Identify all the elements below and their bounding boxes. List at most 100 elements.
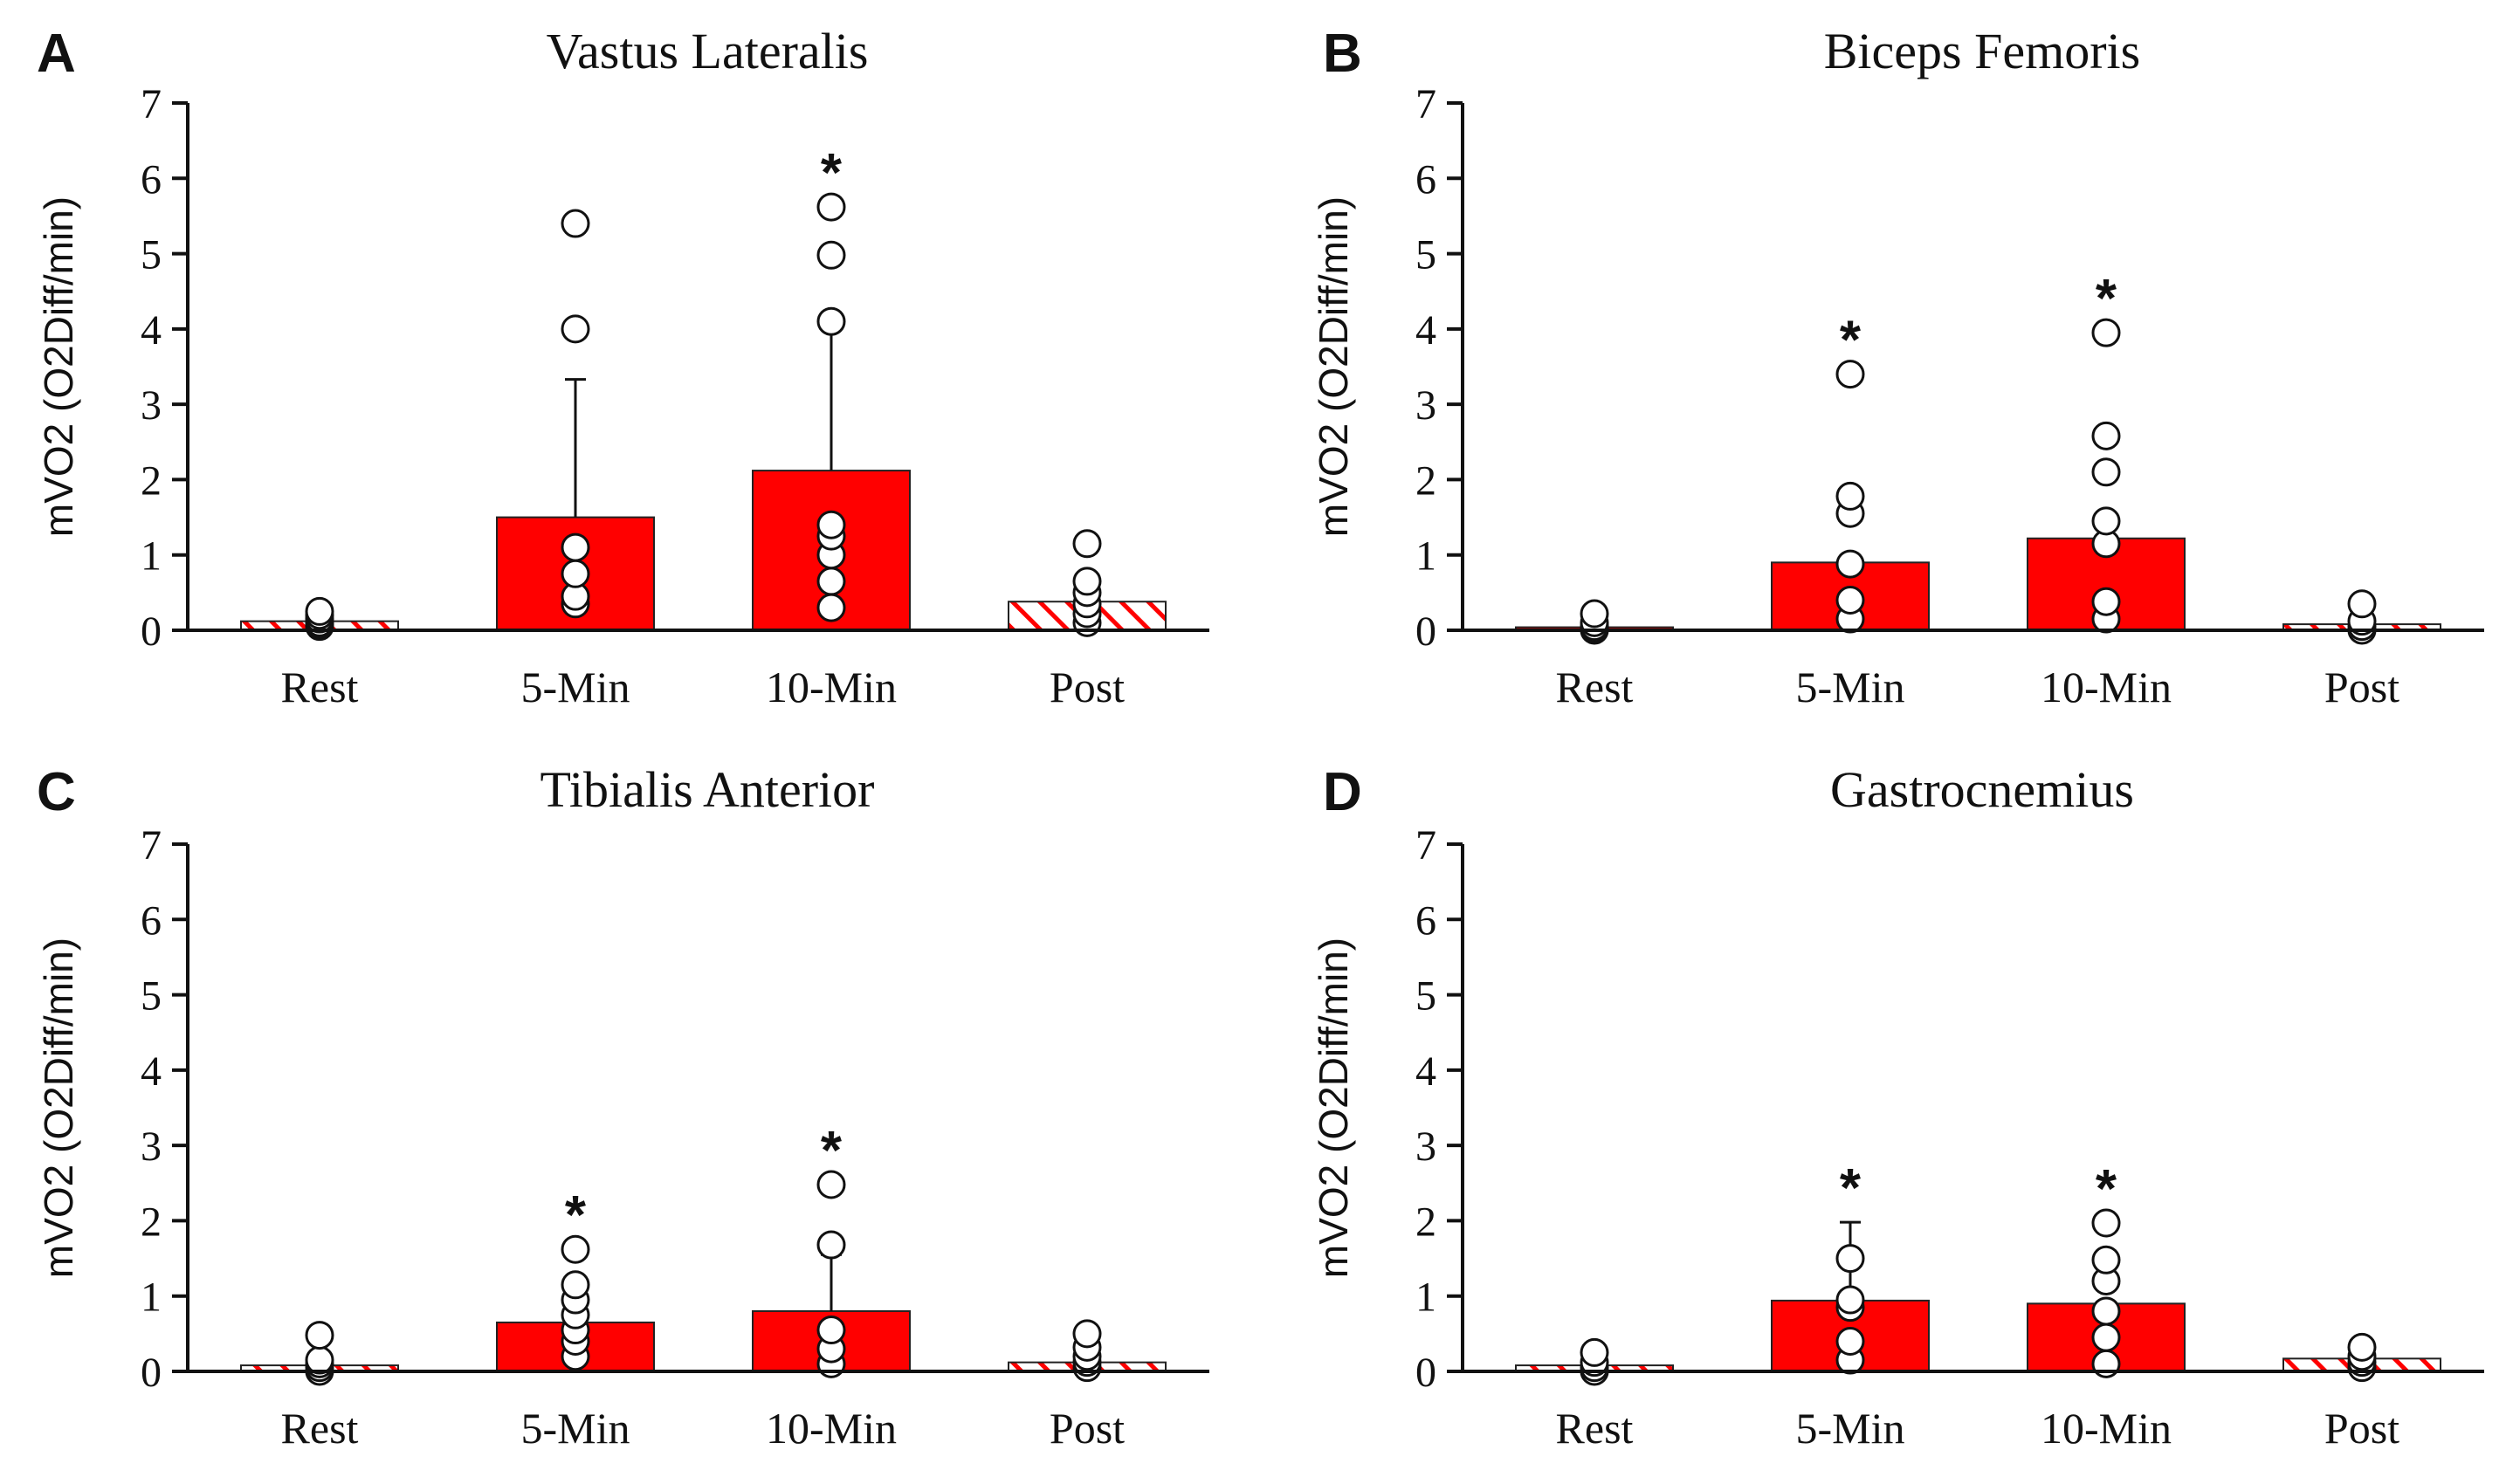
y-tick-label: 7 <box>141 81 162 127</box>
y-tick-label: 6 <box>1415 156 1436 203</box>
y-tick-label: 5 <box>141 973 162 1020</box>
data-point <box>2091 1296 2121 1326</box>
y-tick-label: 6 <box>141 156 162 203</box>
y-tick-label: 5 <box>141 232 162 278</box>
y-tick-label: 4 <box>141 307 162 354</box>
data-point <box>561 532 590 562</box>
significance-star: * <box>2096 1159 2117 1219</box>
y-tick-label: 3 <box>141 1123 162 1170</box>
x-tick-label: Rest <box>281 663 359 711</box>
data-point <box>816 1170 846 1199</box>
y-tick-label: 1 <box>141 533 162 580</box>
data-point <box>2091 506 2121 536</box>
data-point <box>561 1270 590 1300</box>
data-point <box>561 209 590 238</box>
x-tick-label: Post <box>1050 1404 1125 1453</box>
data-point <box>1580 599 1609 629</box>
y-tick-label: 4 <box>1415 307 1436 354</box>
data-point <box>2091 318 2121 347</box>
x-tick-label: 10-Min <box>766 663 897 711</box>
data-point <box>305 1345 334 1375</box>
data-point <box>1835 481 1865 511</box>
data-point <box>816 510 846 539</box>
y-axis-label: mVO2 (O2Diff/min) <box>1311 196 1356 537</box>
data-point <box>561 1234 590 1264</box>
data-point <box>816 192 846 222</box>
data-point <box>2091 587 2121 616</box>
panel-letter: C <box>37 762 76 822</box>
y-tick-label: 0 <box>141 608 162 655</box>
data-point <box>1072 567 1102 596</box>
data-point <box>816 1230 846 1260</box>
panel-title: Biceps Femoris <box>1824 23 2140 79</box>
data-point <box>305 1321 334 1350</box>
y-tick-label: 3 <box>141 382 162 429</box>
panel-letter: A <box>37 24 76 84</box>
x-tick-label: Rest <box>1556 1404 1634 1453</box>
x-tick-label: Post <box>1050 663 1125 711</box>
data-point <box>816 1316 846 1345</box>
data-point <box>1835 585 1865 615</box>
data-point <box>1835 1244 1865 1274</box>
y-tick-label: 1 <box>141 1274 162 1321</box>
data-point <box>305 596 334 626</box>
data-point <box>1580 1337 1609 1367</box>
significance-star: * <box>565 1185 587 1246</box>
data-point <box>561 314 590 344</box>
data-point <box>2347 1332 2377 1362</box>
data-point <box>1835 360 1865 389</box>
y-tick-label: 6 <box>1415 897 1436 944</box>
y-tick-label: 2 <box>1415 457 1436 504</box>
y-tick-label: 4 <box>1415 1048 1436 1095</box>
x-tick-label: Post <box>2324 1404 2399 1453</box>
x-tick-label: Post <box>2324 663 2399 711</box>
y-axis-label: mVO2 (O2Diff/min) <box>36 196 81 537</box>
x-tick-label: 10-Min <box>2041 1404 2172 1453</box>
panel-title: Gastrocnemius <box>1830 761 2134 818</box>
x-tick-label: Rest <box>281 1404 359 1453</box>
y-axis-label: mVO2 (O2Diff/min) <box>36 938 81 1278</box>
y-tick-label: 1 <box>1415 533 1436 580</box>
y-tick-label: 0 <box>141 1350 162 1396</box>
y-tick-label: 7 <box>1415 81 1436 127</box>
y-tick-label: 0 <box>1415 608 1436 655</box>
y-tick-label: 2 <box>141 1199 162 1245</box>
x-tick-label: Rest <box>1556 663 1634 711</box>
data-point <box>2091 1245 2121 1274</box>
y-tick-label: 3 <box>1415 1123 1436 1170</box>
data-point <box>816 240 846 270</box>
significance-star: * <box>2096 269 2117 329</box>
significance-star: * <box>1840 1158 1862 1219</box>
y-tick-label: 5 <box>1415 232 1436 278</box>
data-point <box>816 567 846 596</box>
panel-letter: B <box>1323 24 1362 84</box>
data-point <box>2091 1323 2121 1352</box>
significance-star: * <box>821 143 843 203</box>
data-point <box>816 593 846 622</box>
y-tick-label: 5 <box>1415 973 1436 1020</box>
data-point <box>561 559 590 588</box>
x-tick-label: 5-Min <box>521 1404 630 1453</box>
data-point <box>2347 589 2377 619</box>
x-tick-label: 10-Min <box>2041 663 2172 711</box>
x-tick-label: 5-Min <box>1796 663 1905 711</box>
data-point <box>1072 529 1102 559</box>
data-point <box>1835 1285 1865 1315</box>
data-point <box>2091 1208 2121 1238</box>
y-tick-label: 2 <box>141 457 162 504</box>
x-tick-label: 10-Min <box>766 1404 897 1453</box>
data-point <box>2091 457 2121 487</box>
y-tick-label: 1 <box>1415 1274 1436 1321</box>
significance-star: * <box>821 1121 843 1181</box>
panel-title: Vastus Lateralis <box>547 23 869 79</box>
y-axis-label: mVO2 (O2Diff/min) <box>1311 938 1356 1278</box>
y-tick-label: 3 <box>1415 382 1436 429</box>
x-tick-label: 5-Min <box>521 663 630 711</box>
y-tick-label: 7 <box>141 822 162 869</box>
data-point <box>2091 421 2121 450</box>
panel-letter: D <box>1323 762 1362 822</box>
y-tick-label: 6 <box>141 897 162 944</box>
panel-title: Tibialis Anterior <box>540 761 875 818</box>
significance-star: * <box>1840 311 1862 371</box>
